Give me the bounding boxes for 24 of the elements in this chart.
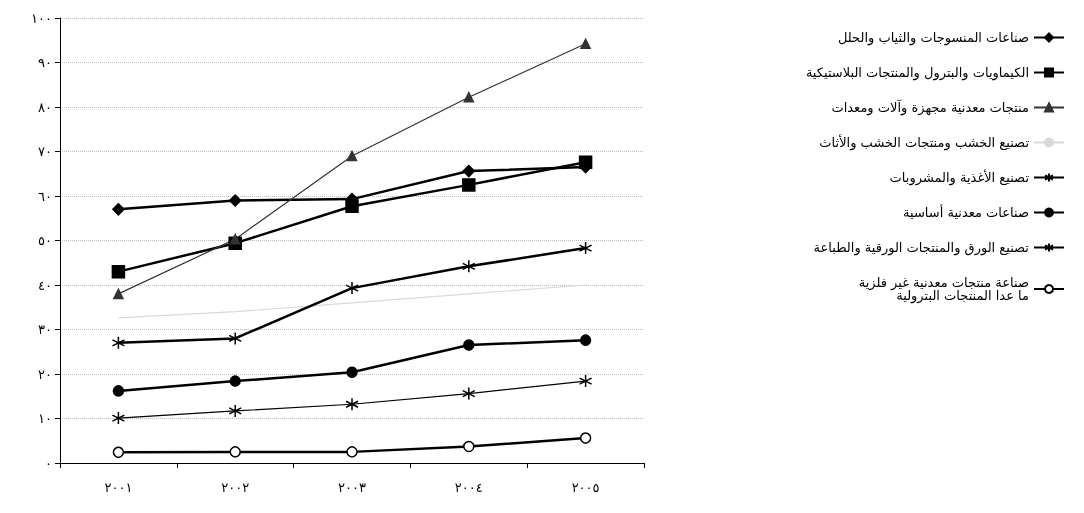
y-tick-label: ٣٠ xyxy=(38,322,52,337)
x-tick-label: ٢٠٠٣ xyxy=(338,480,366,495)
legend-label: صناعات معدنية أساسية xyxy=(903,204,1029,220)
y-tick-label: ٠ xyxy=(45,455,52,471)
y-tick-label: ٥٠ xyxy=(38,233,52,248)
x-tick-label: ٢٠٠٢ xyxy=(221,480,250,495)
y-tick-label: ٤٠ xyxy=(38,277,52,293)
legend-label: صناعة منتجات معدنية غير فلزية ما عدا المنتجات البترولية xyxy=(858,275,1029,304)
legend-label: منتجات معدنية مجهزة وآلات ومعدات xyxy=(831,99,1029,116)
y-tick-label: ٢٠ xyxy=(38,366,52,382)
y-tick-label: ١٠٠ xyxy=(31,10,52,26)
legend-label: صناعات المنسوجات والثياب والحلل xyxy=(837,30,1029,46)
x-tick-label: ٢٠٠٤ xyxy=(454,480,483,495)
y-tick-label: ٩٠ xyxy=(38,55,52,70)
legend-label: تصنيع الورق والمنتجات الورقية والطباعة xyxy=(813,240,1030,256)
x-tick-label: ٢٠٠١ xyxy=(104,480,133,495)
y-tick-label: ٦٠ xyxy=(38,188,52,204)
legend-label: تصنيع الأغذية والمشروبات xyxy=(889,169,1030,186)
y-tick-label: ١٠ xyxy=(38,411,52,426)
legend-label: الكيماويات والبترول والمنتجات البلاستيكية xyxy=(805,65,1029,81)
legend-label: تصنيع الخشب ومنتجات الخشب والأثاث xyxy=(819,134,1030,151)
y-tick-label: ٨٠ xyxy=(38,99,52,115)
x-tick-label: ٢٠٠٥ xyxy=(571,480,600,495)
y-tick-label: ٧٠ xyxy=(38,144,52,159)
